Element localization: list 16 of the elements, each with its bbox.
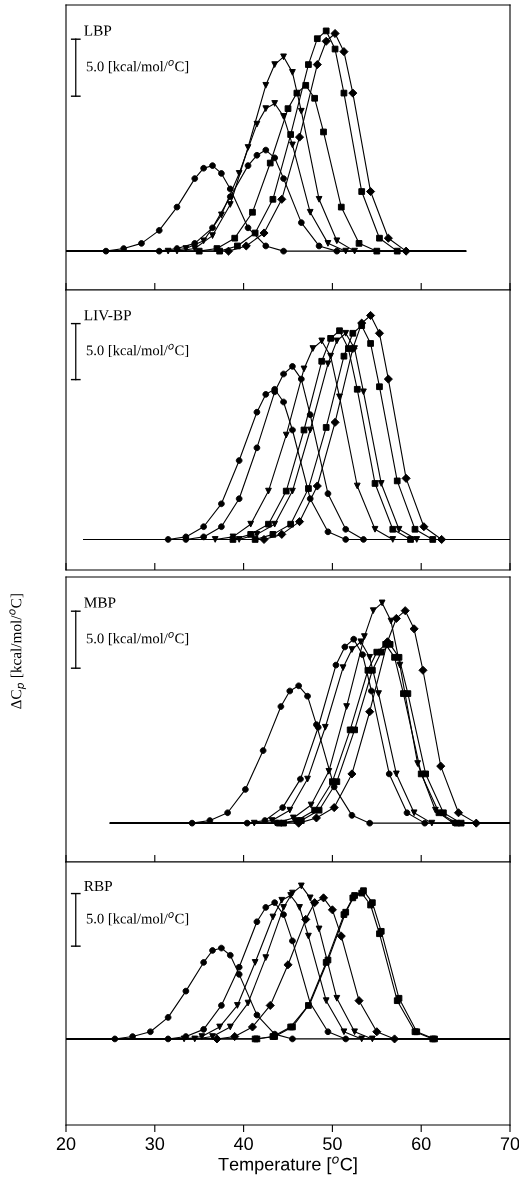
y-axis-title: ΔC$_{p}$ [kcal/mol/$^{o}$C] <box>9 594 26 709</box>
x-tick-label: 60 <box>412 1137 431 1151</box>
x-tick-label: 40 <box>233 1137 253 1151</box>
annotation: 5.0 [kcal/mol/$^{o}$C] <box>86 343 189 358</box>
annotation: 5.0 [kcal/mol/$^{o}$C] <box>86 631 189 646</box>
x-tick-label: 70 <box>500 1137 519 1151</box>
annotation: 5.0 [kcal/mol/$^{o}$C] <box>86 59 189 74</box>
chart-title: LIV-BP <box>84 310 131 321</box>
x-axis-title: Temperature [$^{o}$C] <box>218 1156 357 1175</box>
chart-title: RBP <box>84 881 113 892</box>
annotation: 5.0 [kcal/mol/$^{o}$C] <box>86 912 189 926</box>
x-tick-label: 20 <box>56 1137 76 1151</box>
chart-title: MBP <box>84 597 116 608</box>
x-tick-label: 50 <box>323 1137 342 1151</box>
x-tick-label: 30 <box>145 1137 165 1151</box>
chart-title: LBP <box>84 25 112 36</box>
